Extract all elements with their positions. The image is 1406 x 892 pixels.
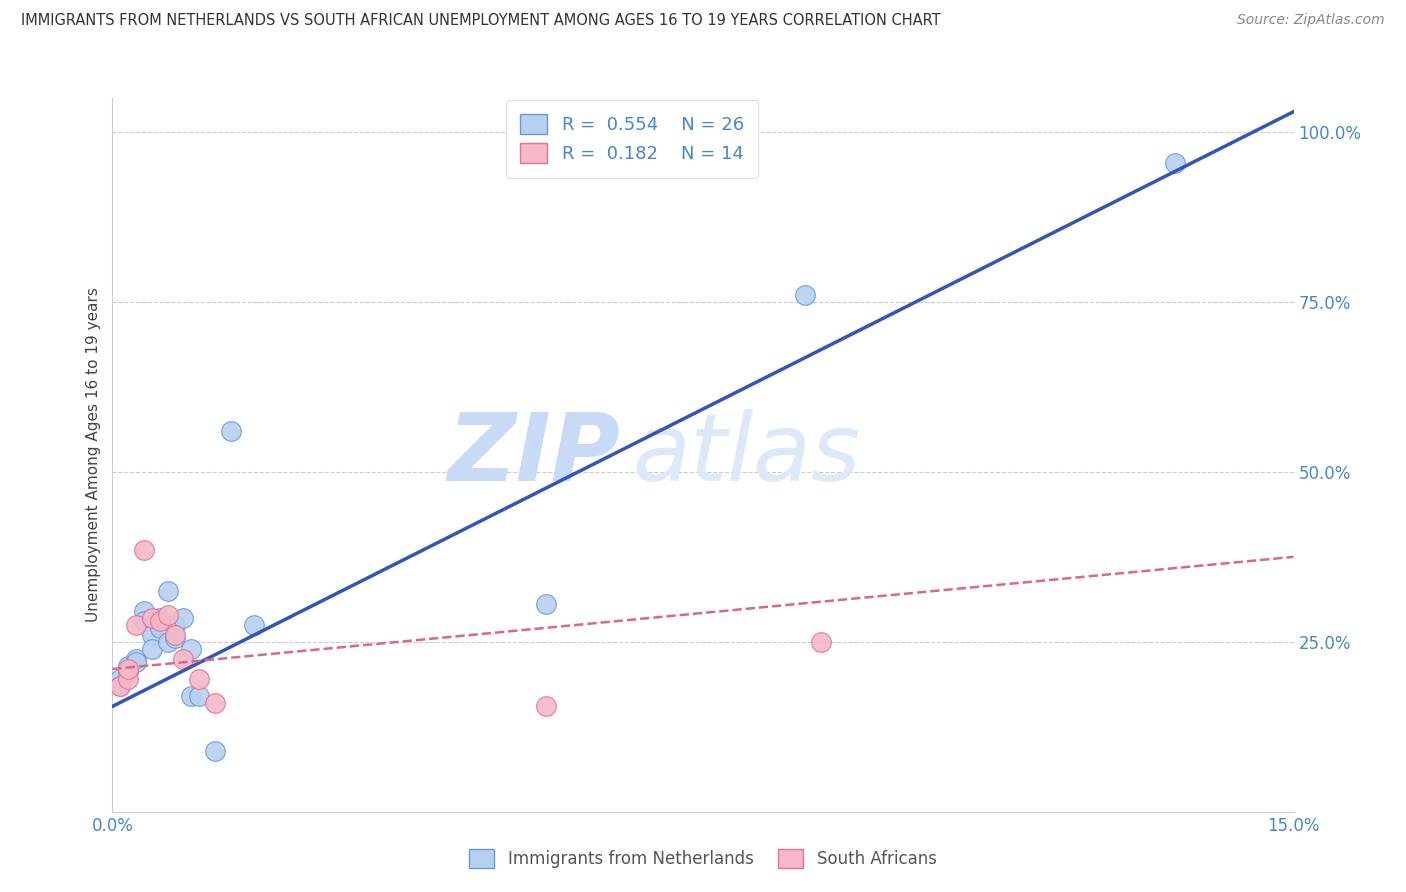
Point — [110, 679, 132, 693]
Point — [125, 652, 148, 666]
Point — [117, 672, 139, 686]
Point — [141, 641, 163, 656]
Point — [219, 424, 242, 438]
Point — [156, 635, 179, 649]
Point — [188, 672, 211, 686]
Point — [810, 635, 832, 649]
Point — [1164, 155, 1187, 169]
Y-axis label: Unemployment Among Ages 16 to 19 years: Unemployment Among Ages 16 to 19 years — [86, 287, 101, 623]
Point — [132, 604, 155, 618]
Point — [149, 621, 172, 635]
Point — [534, 699, 557, 714]
Point — [534, 598, 557, 612]
Point — [165, 617, 187, 632]
Point — [141, 628, 163, 642]
Point — [156, 607, 179, 622]
Point — [132, 543, 155, 558]
Point — [243, 617, 266, 632]
Point — [204, 743, 226, 757]
Point — [125, 655, 148, 669]
Point — [165, 632, 187, 646]
Point — [125, 617, 148, 632]
Point — [149, 615, 172, 629]
Text: Source: ZipAtlas.com: Source: ZipAtlas.com — [1237, 13, 1385, 28]
Point — [172, 652, 194, 666]
Point — [204, 696, 226, 710]
Point — [110, 672, 132, 686]
Point — [180, 689, 202, 703]
Point — [117, 658, 139, 673]
Point — [172, 611, 194, 625]
Point — [156, 583, 179, 598]
Point — [141, 611, 163, 625]
Legend: Immigrants from Netherlands, South Africans: Immigrants from Netherlands, South Afric… — [463, 843, 943, 875]
Point — [188, 689, 211, 703]
Point — [117, 662, 139, 676]
Text: ZIP: ZIP — [447, 409, 620, 501]
Point — [165, 628, 187, 642]
Point — [149, 611, 172, 625]
Point — [180, 641, 202, 656]
Point — [132, 615, 155, 629]
Point — [117, 665, 139, 680]
Text: IMMIGRANTS FROM NETHERLANDS VS SOUTH AFRICAN UNEMPLOYMENT AMONG AGES 16 TO 19 YE: IMMIGRANTS FROM NETHERLANDS VS SOUTH AFR… — [21, 13, 941, 29]
Point — [794, 288, 817, 302]
Point — [110, 679, 132, 693]
Text: atlas: atlas — [633, 409, 860, 500]
